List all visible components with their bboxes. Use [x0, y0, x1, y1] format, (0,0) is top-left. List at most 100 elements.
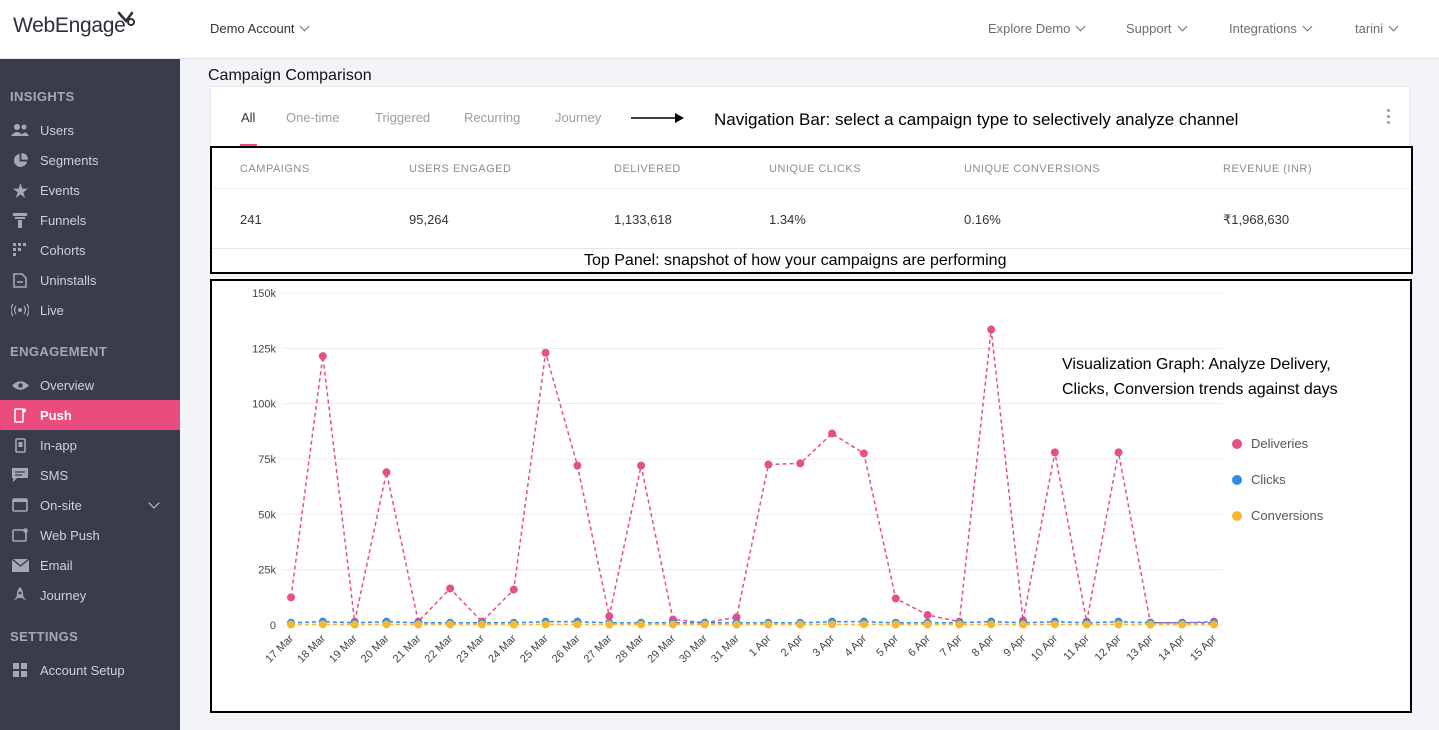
rocket-icon	[11, 586, 29, 604]
legend-item-deliveries[interactable]: Deliveries	[1232, 436, 1308, 451]
chevron-down-icon[interactable]	[148, 497, 160, 509]
inapp-icon	[11, 436, 29, 454]
x-tick-label: 27 Mar	[582, 632, 615, 665]
arrow-right-icon	[631, 113, 684, 123]
sidebar-item-email[interactable]: Email	[0, 550, 180, 580]
data-point-deliveries	[318, 352, 327, 361]
nav-integrations[interactable]: Integrations	[1229, 21, 1313, 36]
data-point-conversions	[509, 620, 518, 629]
legend-label: Clicks	[1251, 472, 1286, 487]
legend-dot	[1232, 510, 1242, 521]
data-point-deliveries	[605, 612, 614, 621]
legend-item-conversions[interactable]: Conversions	[1232, 508, 1323, 523]
data-point-conversions	[414, 620, 423, 629]
active-tab-indicator	[240, 144, 257, 147]
tab-all[interactable]: All	[241, 110, 256, 125]
nav-support[interactable]: Support	[1126, 21, 1187, 36]
data-point-conversions	[1146, 620, 1155, 629]
sidebar-item-web-push[interactable]: Web Push	[0, 520, 180, 550]
more-options-icon[interactable]	[1387, 109, 1391, 124]
sidebar-item-journey[interactable]: Journey	[0, 580, 180, 610]
x-tick-label: 4 Apr	[842, 632, 869, 659]
data-point-conversions	[1082, 620, 1091, 629]
y-tick-label: 125k	[252, 343, 276, 355]
data-point-conversions	[891, 620, 900, 629]
user-menu[interactable]: tarini	[1355, 21, 1399, 36]
x-tick-label: 25 Mar	[518, 632, 551, 665]
sidebar-item-label: Account Setup	[40, 662, 125, 678]
sidebar-item-label: Events	[40, 182, 80, 198]
x-tick-label: 5 Apr	[874, 632, 901, 659]
sidebar-item-overview[interactable]: Overview	[0, 370, 180, 400]
chevron-down-icon	[299, 21, 309, 32]
x-tick-label: 2 Apr	[779, 632, 806, 659]
data-point-conversions	[605, 620, 614, 629]
x-tick-label: 26 Mar	[550, 632, 583, 665]
x-tick-label: 29 Mar	[645, 632, 678, 665]
tab-journey[interactable]: Journey	[555, 110, 602, 125]
chevron-down-icon	[1302, 21, 1313, 32]
nav-annotation: Navigation Bar: select a campaign type t…	[714, 110, 1239, 129]
chevron-down-icon	[1177, 21, 1187, 32]
sidebar-item-label: Push	[40, 407, 72, 423]
x-tick-label: 11 Apr	[1061, 632, 1092, 663]
sidebar-item-live[interactable]: Live	[0, 295, 180, 325]
tab-one-time[interactable]: One-time	[286, 110, 340, 125]
account-switcher[interactable]: Demo Account	[210, 21, 309, 36]
sidebar-item-segments[interactable]: Segments	[0, 145, 180, 175]
stat-header-unique-conversions: UNIQUE CONVERSIONS	[964, 163, 1101, 175]
data-point-conversions	[382, 620, 391, 629]
section-title-insights: INSIGHTS	[10, 89, 75, 104]
sidebar: INSIGHTS Users Segments Events Funnels C…	[0, 59, 180, 730]
sidebar-item-uninstalls[interactable]: Uninstalls	[0, 265, 180, 295]
data-point-deliveries	[1050, 448, 1059, 457]
data-point-deliveries	[859, 449, 868, 458]
legend-dot	[1232, 438, 1242, 449]
sidebar-item-sms[interactable]: SMS	[0, 460, 180, 490]
x-tick-label: 17 Mar	[263, 632, 296, 665]
x-tick-label: 18 Mar	[295, 632, 328, 665]
data-point-conversions	[668, 620, 677, 629]
sidebar-item-account-setup[interactable]: Account Setup	[0, 655, 180, 685]
data-point-conversions	[318, 620, 327, 629]
chart-annotation: Visualization Graph: Analyze Delivery, C…	[1062, 352, 1338, 402]
x-tick-label: 22 Mar	[423, 632, 456, 665]
data-point-conversions	[923, 620, 932, 629]
chart-annotation-line-2: Clicks, Conversion trends against days	[1062, 381, 1338, 398]
sidebar-item-funnels[interactable]: Funnels	[0, 205, 180, 235]
y-tick-label: 0	[270, 620, 276, 632]
webengage-logo[interactable]: WebEngage	[13, 11, 135, 38]
line-chart: 0 25k 50k 75k 100k 125k 150k 17 Mar 18 Mar 19 Mar…	[252, 288, 1223, 665]
stat-value-revenue: ₹1,968,630	[1223, 212, 1290, 227]
tab-recurring[interactable]: Recurring	[464, 110, 521, 125]
account-name: Demo Account	[210, 21, 295, 36]
data-point-deliveries	[828, 429, 837, 438]
sidebar-item-users[interactable]: Users	[0, 115, 180, 145]
legend-item-clicks[interactable]: Clicks	[1232, 472, 1286, 487]
x-tick-label: 9 Apr	[1002, 632, 1029, 659]
sidebar-item-push[interactable]: Push	[0, 400, 180, 430]
x-tick-label: 3 Apr	[811, 632, 838, 659]
y-tick-label: 25k	[258, 565, 276, 577]
nav-explore-demo[interactable]: Explore Demo	[988, 21, 1086, 36]
grid-icon	[11, 661, 29, 679]
x-tick-label: 23 Mar	[454, 632, 487, 665]
x-tick-label: 1 Apr	[747, 632, 774, 659]
pie-icon	[11, 151, 29, 169]
tab-triggered[interactable]: Triggered	[375, 110, 431, 125]
sidebar-item-label: Cohorts	[40, 242, 86, 258]
divider	[212, 188, 1411, 189]
nav-label: Support	[1126, 21, 1172, 36]
sms-icon	[11, 466, 29, 484]
data-point-deliveries	[382, 468, 391, 477]
y-tick-label: 150k	[252, 288, 276, 300]
legend-label: Conversions	[1251, 508, 1324, 523]
data-point-conversions	[541, 620, 550, 629]
sidebar-item-on-site[interactable]: On-site	[0, 490, 180, 520]
sidebar-item-events[interactable]: Events	[0, 175, 180, 205]
data-point-deliveries	[509, 585, 518, 594]
sidebar-item-in-app[interactable]: In-app	[0, 430, 180, 460]
data-point-conversions	[700, 620, 709, 629]
user-name: tarini	[1355, 21, 1384, 36]
sidebar-item-cohorts[interactable]: Cohorts	[0, 235, 180, 265]
